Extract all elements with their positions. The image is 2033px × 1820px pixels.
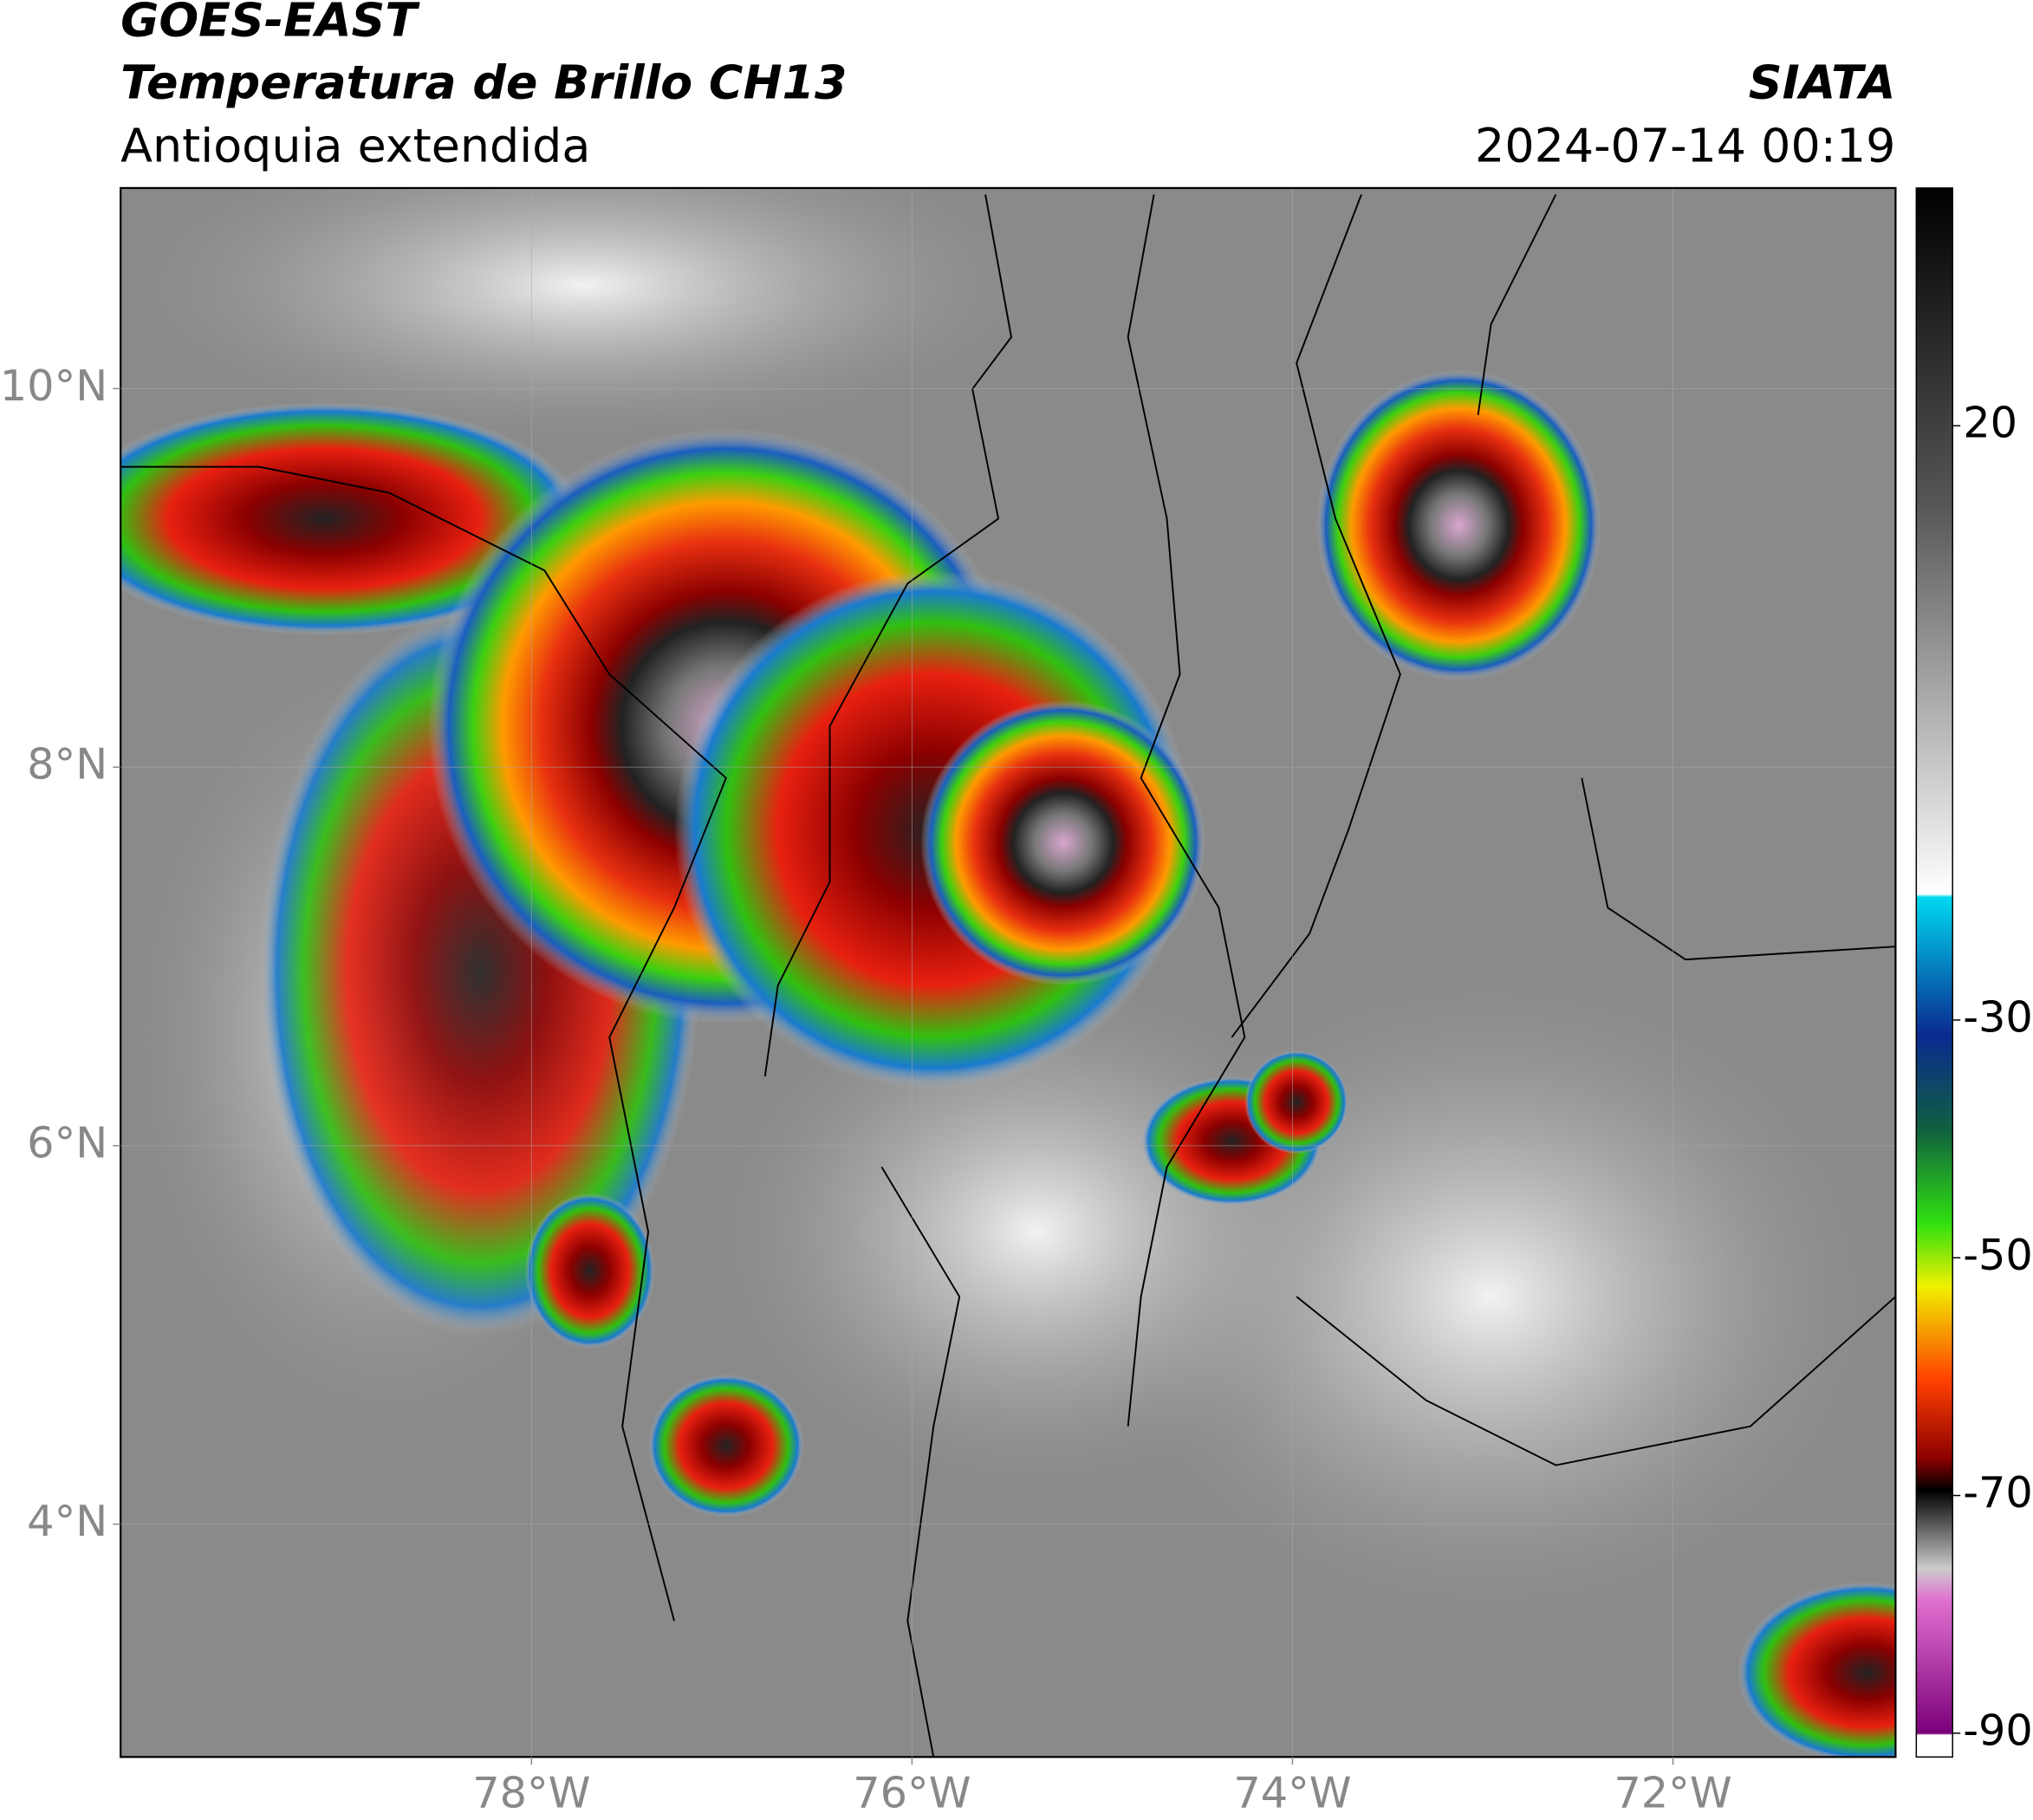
lat-label: 4°N (27, 1496, 107, 1546)
lat-label: 8°N (27, 739, 107, 790)
colorbar-label: 20 (1963, 398, 2017, 448)
lon-label: 72°W (1614, 1768, 1731, 1818)
lat-label: 6°N (27, 1117, 107, 1167)
lon-label: 76°W (853, 1768, 971, 1818)
lon-label: 74°W (1233, 1768, 1351, 1818)
map-frame (120, 186, 1897, 1758)
colorbar-label: -30 (1963, 991, 2033, 1042)
lat-label: 10°N (0, 361, 107, 411)
colorbar (1915, 187, 1953, 1758)
source: SIATA (1749, 55, 1896, 109)
colorbar-label: -90 (1963, 1705, 2033, 1755)
datetime: 2024-07-14 00:19 (1475, 119, 1895, 173)
colorbar-label: -50 (1963, 1230, 2033, 1280)
title: GOES-EAST (120, 0, 420, 48)
lon-label: 78°W (472, 1768, 590, 1818)
satellite-image (120, 187, 1896, 1758)
subtitle: Temperatura de Brillo CH13 (120, 55, 847, 109)
colorbar-label: -70 (1963, 1467, 2033, 1518)
region: Antioquia extendida (120, 119, 590, 173)
